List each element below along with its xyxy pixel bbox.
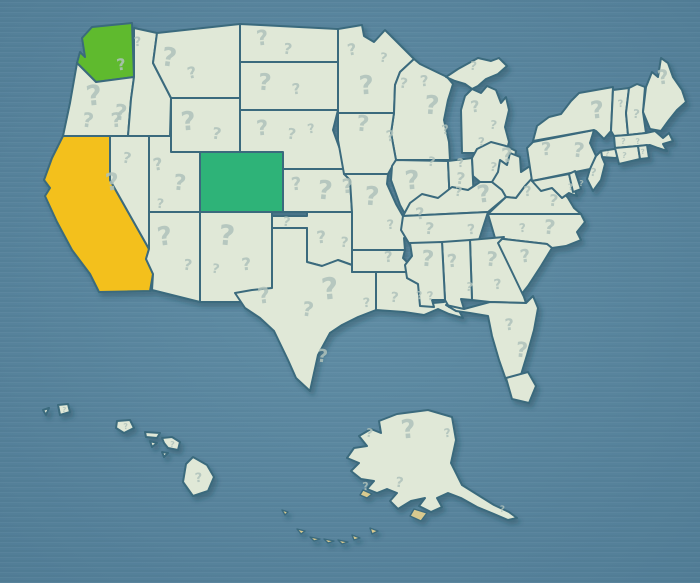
state-new-jersey[interactable] (586, 150, 606, 192)
aleutian-island (296, 528, 306, 535)
state-maine[interactable] (642, 57, 687, 132)
state-hawaii-lanai[interactable] (149, 440, 158, 448)
state-montana[interactable] (152, 23, 241, 99)
aleutian-island (309, 536, 321, 542)
state-colorado[interactable] (199, 151, 284, 213)
state-hawaii-oahu[interactable] (115, 419, 135, 434)
state-new-hampshire[interactable] (625, 83, 647, 136)
aleutian-island (281, 509, 289, 516)
state-alaska-southeast[interactable] (505, 371, 537, 404)
state-arkansas[interactable] (351, 249, 412, 273)
state-south-dakota[interactable] (239, 61, 339, 111)
state-michigan[interactable] (460, 85, 510, 154)
state-michigan-upper-peninsula[interactable] (445, 57, 508, 90)
aleutian-island (351, 534, 361, 541)
state-mississippi[interactable] (404, 241, 446, 308)
state-delaware[interactable] (568, 170, 582, 193)
state-new-york[interactable] (532, 86, 614, 142)
state-alaska[interactable] (346, 409, 518, 521)
state-arizona[interactable] (145, 211, 201, 303)
alaska-kodiak-island[interactable] (409, 508, 428, 522)
state-iowa[interactable] (337, 112, 397, 175)
state-hawaii-maui[interactable] (161, 436, 181, 451)
state-hawaii-kahoolawe[interactable] (161, 451, 169, 458)
state-hawaii-molokai[interactable] (144, 431, 161, 439)
aleutian-island (337, 539, 349, 545)
state-georgia[interactable] (469, 236, 527, 304)
state-wyoming[interactable] (170, 97, 241, 153)
state-hawaii-niihau[interactable] (42, 407, 50, 416)
state-texas[interactable] (234, 227, 377, 392)
aleutian-island (323, 538, 335, 544)
state-alabama[interactable] (441, 239, 473, 310)
aleutian-island (359, 489, 373, 499)
state-kansas[interactable] (282, 168, 353, 213)
state-hawaii-big-island[interactable] (182, 456, 215, 497)
state-rhode-island[interactable] (637, 144, 650, 160)
state-hawaii-kauai[interactable] (57, 403, 71, 416)
aleutian-island (369, 527, 379, 535)
state-north-dakota[interactable] (239, 23, 339, 63)
